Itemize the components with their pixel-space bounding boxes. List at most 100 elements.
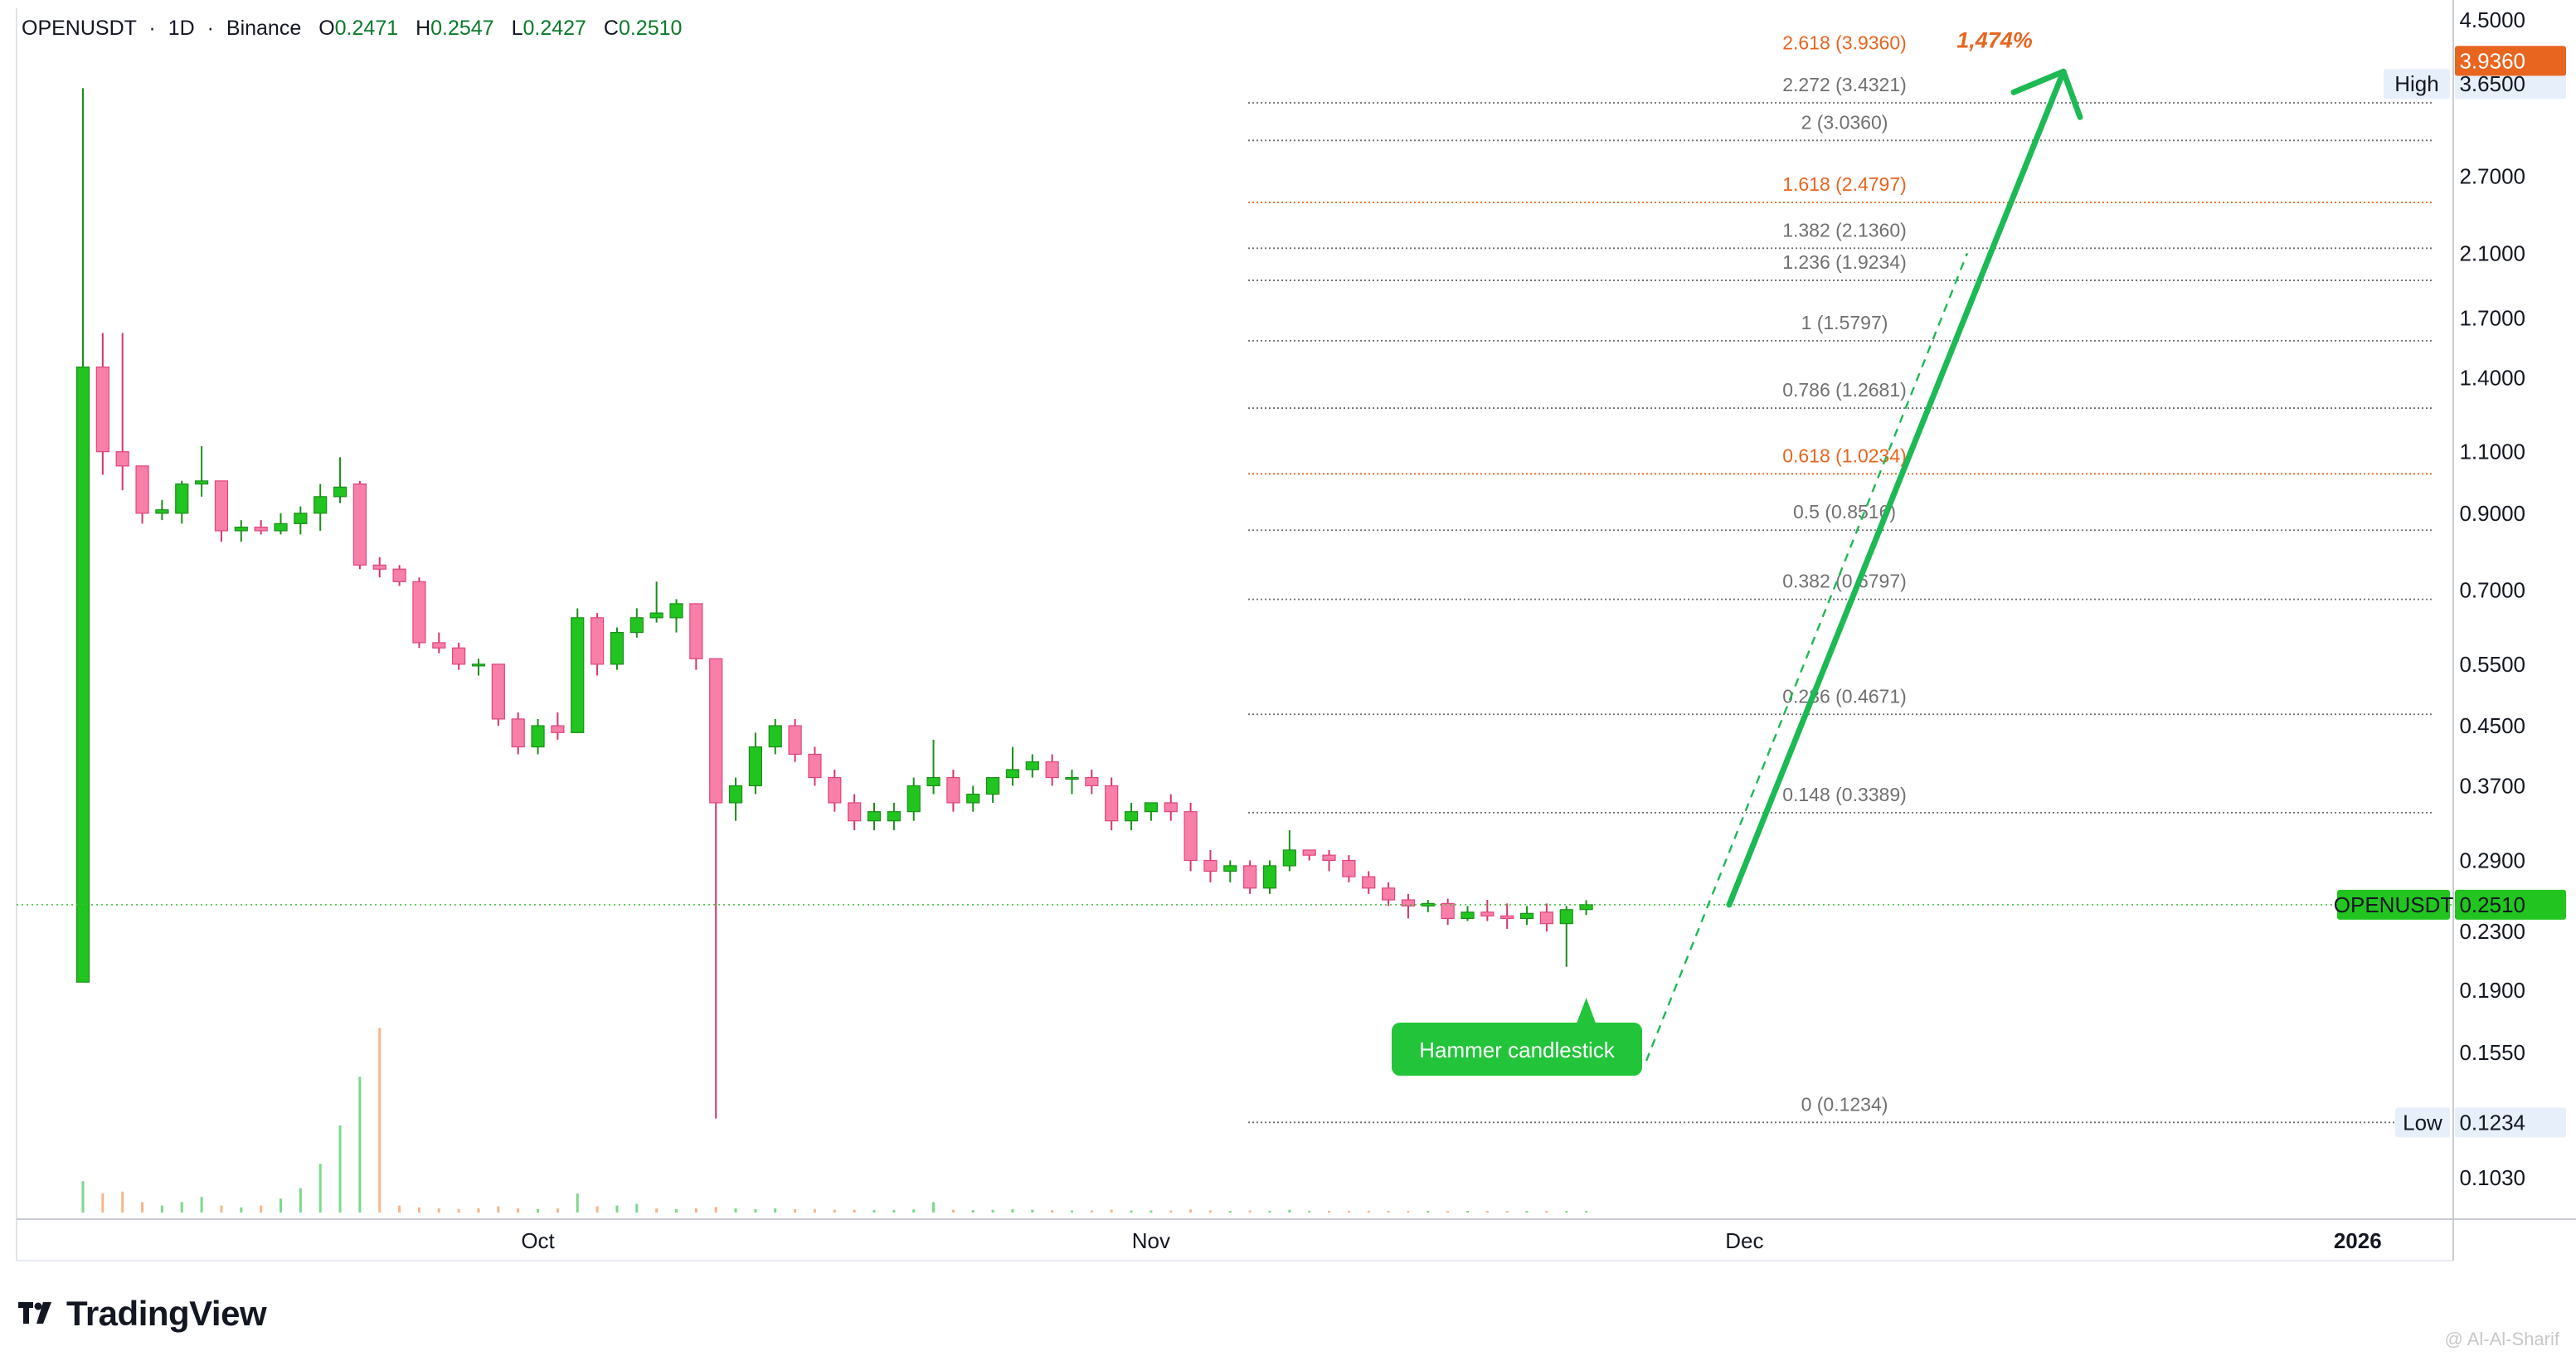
volume-bar	[576, 1193, 579, 1213]
volume-bar	[734, 1208, 737, 1213]
high-tag-value-bg	[2455, 69, 2566, 100]
volume-bar	[794, 1208, 797, 1213]
candle	[1262, 860, 1277, 894]
fib-label-1: 1 (1.5797)	[1801, 312, 1888, 333]
candle	[1005, 746, 1020, 786]
candle-body-down	[1322, 854, 1336, 862]
candle	[1559, 906, 1573, 967]
candle-body-up	[1144, 802, 1159, 813]
volume-bar	[180, 1202, 183, 1213]
y-tick-label: 0.1900	[2459, 978, 2525, 1003]
volume-bar	[279, 1198, 282, 1213]
volume-bar	[971, 1210, 975, 1213]
volume-bar	[338, 1125, 342, 1213]
candle	[1302, 849, 1316, 861]
volume-bar	[1208, 1210, 1212, 1213]
tradingview-brand[interactable]: TradingView	[18, 1294, 267, 1334]
target-tag-value: 3.9360	[2459, 48, 2525, 73]
volume-bar	[1545, 1211, 1548, 1213]
candle-body-down	[372, 564, 386, 570]
y-tick-label: 0.5500	[2459, 652, 2525, 677]
interval-label[interactable]: 1D	[168, 17, 195, 40]
candle	[274, 513, 288, 535]
volume-bar	[635, 1203, 639, 1213]
candle	[234, 520, 248, 542]
y-tick-label: 0.9000	[2459, 501, 2525, 526]
candle-body-down	[1539, 911, 1554, 925]
candle	[867, 802, 882, 831]
volume-bar	[754, 1208, 757, 1213]
candle-body-up	[966, 793, 980, 804]
symbol-header: OPENUSDT · 1D · Binance O0.2471 H0.2547 …	[22, 17, 683, 40]
candle	[1223, 860, 1237, 882]
tradingview-wordmark: TradingView	[66, 1294, 267, 1333]
candle	[352, 480, 367, 570]
candle	[155, 499, 169, 521]
volume-bar	[1189, 1209, 1193, 1213]
candle-body-down	[1085, 776, 1099, 787]
candle-body-up	[294, 513, 308, 524]
candle-body-down	[788, 725, 802, 756]
volume-bar	[81, 1181, 85, 1213]
candle	[214, 480, 229, 542]
candle	[1480, 900, 1495, 921]
candle	[452, 642, 466, 670]
y-tick-label: 1.4000	[2459, 365, 2525, 390]
volume-bar	[1011, 1208, 1014, 1213]
candle-body-up	[1223, 865, 1237, 872]
candle	[748, 732, 763, 795]
volume-bar	[912, 1209, 916, 1213]
volume-bar	[694, 1208, 697, 1213]
volume-bar	[260, 1205, 263, 1213]
volume-bar	[240, 1207, 243, 1213]
low-tag-label: Low	[2403, 1110, 2442, 1135]
candle-body-up	[610, 631, 625, 665]
target-tag-value-bg	[2455, 46, 2566, 76]
candle	[1065, 769, 1079, 795]
volume-bar	[457, 1208, 460, 1213]
candle-body-down	[551, 725, 565, 733]
candle-body-down	[1243, 865, 1257, 889]
candle	[471, 659, 486, 676]
fib-label-0.618: 0.618 (1.0234)	[1782, 445, 1907, 466]
candle-body-up	[748, 746, 763, 787]
volume-bar	[833, 1209, 836, 1213]
candle	[669, 599, 683, 633]
candle-body-down	[808, 753, 822, 779]
volume-bar	[1308, 1210, 1311, 1213]
volume-bar	[141, 1202, 144, 1213]
y-tick-label: 0.2300	[2459, 919, 2525, 944]
symbol-name[interactable]: OPENUSDT	[22, 17, 137, 40]
x-tick-label: Dec	[1725, 1228, 1763, 1253]
open-key: O	[318, 17, 335, 40]
candle	[1243, 860, 1257, 894]
candle-body-down	[352, 483, 367, 566]
candle	[1124, 802, 1139, 831]
candle	[728, 777, 743, 821]
volume-bar	[1407, 1211, 1410, 1213]
volume-bar	[318, 1164, 322, 1213]
candle	[551, 712, 565, 740]
candle	[1539, 903, 1554, 932]
candle-body-down	[135, 465, 149, 514]
candle-body-up	[1065, 776, 1079, 780]
volume-bar	[1387, 1210, 1390, 1213]
candle	[1105, 777, 1119, 831]
current-price-tag-value-bg	[2455, 889, 2566, 920]
candle-body-up	[768, 725, 782, 748]
volume-bar	[1466, 1211, 1469, 1213]
volume-bar	[1169, 1210, 1173, 1213]
candle	[1342, 855, 1356, 882]
volume-bar	[1228, 1210, 1232, 1213]
candle	[788, 718, 802, 762]
candle	[432, 632, 446, 654]
candle	[966, 785, 980, 812]
volume-bar	[1149, 1210, 1153, 1213]
volume-bar	[101, 1193, 104, 1213]
candle-body-up	[1262, 865, 1277, 889]
candle	[75, 88, 90, 983]
candle	[1164, 794, 1178, 821]
x-tick-label: Nov	[1132, 1228, 1170, 1253]
